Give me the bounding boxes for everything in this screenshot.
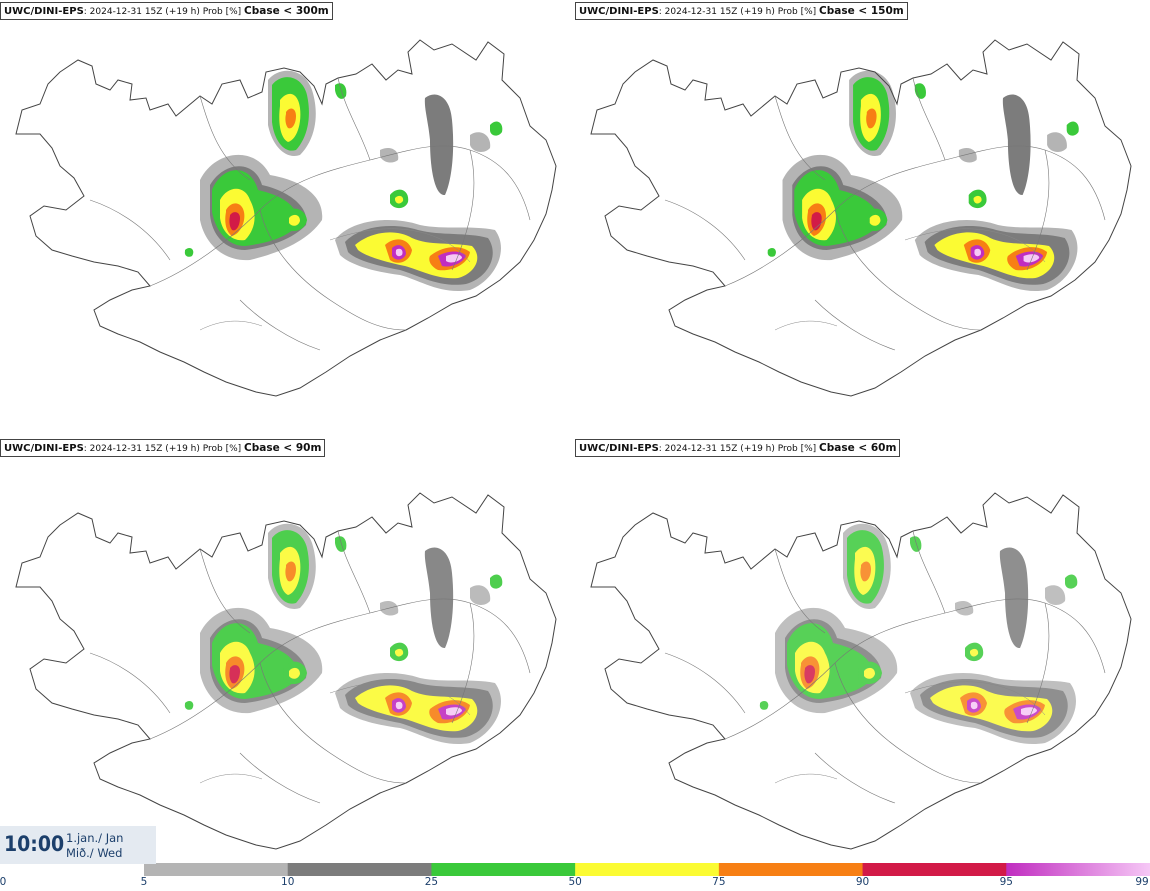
panel-title: UWC/DINI-EPS: 2024-12-31 15Z (+19 h) Pro… (575, 2, 908, 20)
probability-colorbar (144, 863, 1150, 876)
colorbar-tick-99: 99 (1135, 876, 1149, 888)
colorbar-tick-95: 95 (999, 876, 1013, 888)
probability-map (15, 39, 557, 397)
valid-time-box: 10:00 1.jan./ Jan Mið./ Wed (0, 826, 156, 864)
colorbar-tick-50: 50 (568, 876, 582, 888)
map-panel-cbase-150m: UWC/DINI-EPS: 2024-12-31 15Z (+19 h) Pro… (575, 0, 1150, 437)
colorbar-bin-5-10 (144, 863, 289, 876)
map-panel-cbase-300m: UWC/DINI-EPS: 2024-12-31 15Z (+19 h) Pro… (0, 0, 575, 437)
colorbar-tick-25: 25 (424, 876, 439, 888)
valid-date: 1.jan./ Jan (66, 831, 124, 845)
colorbar-bin-95-99 (1006, 863, 1150, 876)
colorbar-bin-50-75 (575, 863, 720, 876)
colorbar-tick-90: 90 (855, 876, 870, 888)
colorbar-bin-10-25 (287, 863, 432, 876)
colorbar-bin-75-90 (718, 863, 864, 876)
probability-map (590, 39, 1132, 397)
colorbar-tick-10: 10 (281, 876, 295, 888)
probability-map (590, 492, 1132, 850)
panel-title: UWC/DINI-EPS: 2024-12-31 15Z (+19 h) Pro… (0, 439, 326, 457)
valid-time-clock: 10:00 (4, 832, 65, 856)
colorbar-tick-5: 5 (140, 876, 148, 888)
valid-weekday: Mið./ Wed (66, 846, 123, 860)
probability-map (15, 492, 557, 850)
map-panel-cbase-90m: UWC/DINI-EPS: 2024-12-31 15Z (+19 h) Pro… (0, 437, 575, 874)
panel-title: UWC/DINI-EPS: 2024-12-31 15Z (+19 h) Pro… (575, 439, 901, 457)
colorbar-tick-0: 0 (0, 876, 7, 888)
colorbar-bin-25-50 (431, 863, 576, 876)
map-panel-cbase-60m: UWC/DINI-EPS: 2024-12-31 15Z (+19 h) Pro… (575, 437, 1150, 874)
colorbar-tick-75: 75 (712, 876, 726, 888)
colorbar-bin-90-95 (862, 863, 1007, 876)
panel-title: UWC/DINI-EPS: 2024-12-31 15Z (+19 h) Pro… (0, 2, 333, 20)
